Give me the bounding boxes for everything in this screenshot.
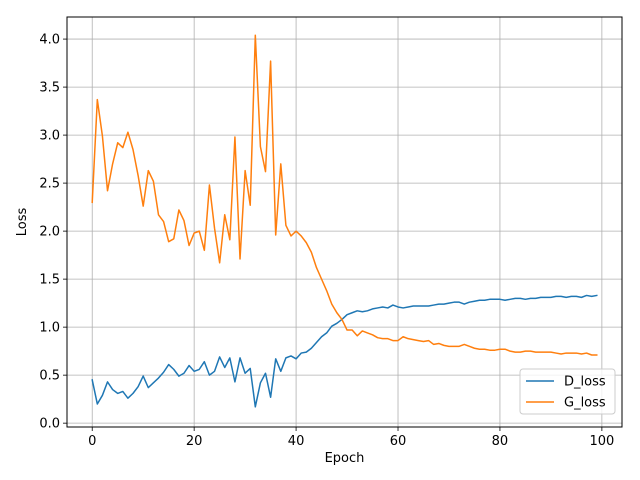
y-tick-label: 0.5	[39, 369, 60, 384]
y-tick-label: 4.0	[39, 33, 60, 48]
y-tick-label: 0.0	[39, 417, 60, 432]
x-axis-label: Epoch	[325, 451, 365, 466]
y-tick-label: 1.0	[39, 321, 60, 336]
y-tick-label: 3.5	[39, 81, 60, 96]
x-tick-label: 60	[390, 434, 407, 449]
x-tick-label: 0	[88, 434, 96, 449]
x-tick-label: 20	[186, 434, 203, 449]
series-line-g-loss	[91, 34, 598, 356]
y-tick-label: 2.5	[39, 177, 60, 192]
legend-label-d-loss: D_loss	[564, 375, 606, 390]
y-tick-label: 3.0	[39, 129, 60, 144]
y-tick-label: 2.0	[39, 225, 60, 240]
x-axis: 0 20 40 60 80 100	[88, 427, 614, 449]
series-layer	[91, 34, 598, 408]
x-tick-label: 40	[288, 434, 305, 449]
x-tick-label: 100	[589, 434, 614, 449]
x-tick-label: 80	[492, 434, 509, 449]
plot-frame	[66, 16, 623, 428]
grid	[67, 17, 622, 427]
y-axis-label: Loss	[15, 208, 30, 237]
legend-label-g-loss: G_loss	[564, 396, 606, 411]
legend: D_loss G_loss	[519, 368, 616, 415]
series-line-d-loss	[91, 294, 598, 408]
y-axis: 0.0 0.5 1.0 1.5 2.0 2.5 3.0 3.5 4.0	[39, 33, 67, 432]
y-tick-label: 1.5	[39, 273, 60, 288]
